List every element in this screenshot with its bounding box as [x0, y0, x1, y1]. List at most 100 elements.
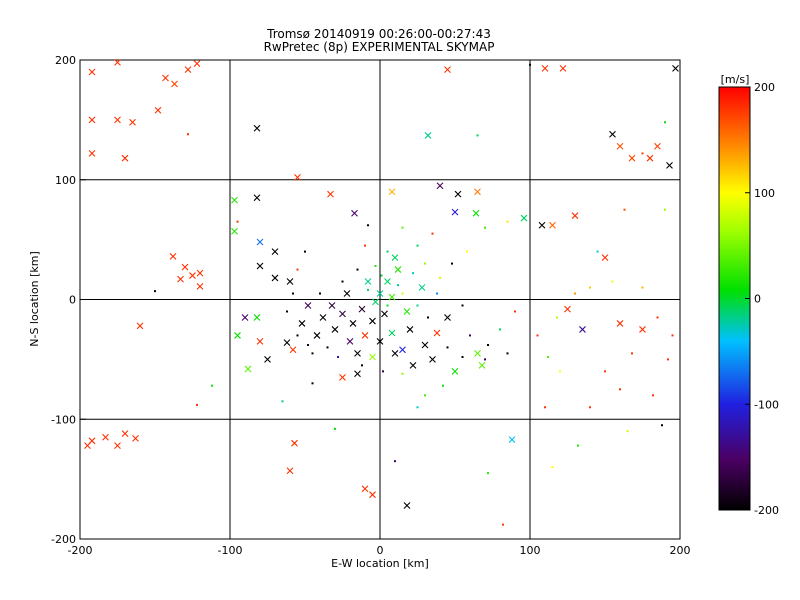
data-point-dot — [361, 364, 363, 367]
data-point-x-marker — [376, 290, 384, 297]
colorbar: [m/s] 200 100 0 -100 -200 — [718, 73, 779, 517]
data-point-x-marker — [474, 188, 481, 196]
data-point-dot — [397, 284, 399, 287]
data-point-dot — [589, 406, 591, 409]
data-point-x-marker — [294, 173, 301, 181]
data-point-x-marker — [304, 302, 312, 309]
data-point-x-marker — [177, 275, 184, 283]
data-point-x-marker — [394, 266, 402, 273]
data-point-x-marker — [654, 142, 661, 150]
colorbar-ticks: 200 100 0 -100 -200 — [745, 81, 779, 517]
data-point-dot — [671, 334, 674, 337]
data-point-x-marker — [381, 310, 388, 318]
data-point-x-marker — [162, 74, 169, 82]
data-point-dot — [577, 444, 579, 447]
data-point-dot — [484, 358, 486, 361]
data-point-x-marker — [358, 305, 366, 313]
data-point-dot — [401, 372, 404, 375]
x-tick-label: 100 — [520, 544, 541, 557]
data-point-x-marker — [283, 339, 291, 346]
data-point-x-marker — [579, 326, 586, 333]
data-point-dot — [424, 262, 426, 265]
data-point-dot — [502, 523, 504, 526]
data-point-x-marker — [184, 66, 192, 73]
data-point-x-marker — [646, 154, 654, 162]
data-point-dot — [304, 250, 306, 253]
data-point-dot — [529, 63, 531, 66]
data-point-dot — [236, 220, 239, 223]
data-point-dot — [356, 268, 359, 271]
x-tick-label: -100 — [218, 544, 243, 557]
data-point-x-marker — [171, 80, 178, 88]
data-point-x-marker — [121, 430, 129, 438]
data-point-dot — [631, 352, 633, 355]
data-point-x-marker — [136, 322, 144, 330]
data-point-x-marker — [343, 290, 351, 297]
data-point-x-marker — [339, 310, 346, 318]
colorbar-tick-label: 200 — [754, 81, 775, 94]
data-point-x-marker — [421, 341, 429, 349]
data-point-dot — [439, 276, 441, 279]
grid-lines — [80, 60, 680, 539]
data-point-x-marker — [418, 284, 426, 291]
data-point-x-marker — [538, 221, 546, 229]
data-point-x-marker — [424, 132, 432, 139]
data-point-x-marker — [388, 293, 396, 301]
data-point-dot — [427, 316, 429, 319]
data-point-dot — [394, 460, 396, 463]
data-point-x-marker — [244, 365, 252, 373]
colorbar-label: [m/s] — [721, 73, 750, 86]
colorbar-tick-label: 100 — [754, 187, 775, 200]
x-tick-label: 200 — [670, 544, 691, 557]
data-point-x-marker — [289, 346, 297, 354]
data-point-dot — [446, 346, 449, 349]
data-point-x-marker — [351, 209, 358, 217]
data-point-x-marker — [271, 274, 279, 282]
data-point-x-marker — [88, 68, 96, 76]
plot-area — [79, 59, 681, 540]
data-point-x-marker — [433, 329, 441, 337]
data-point-x-marker — [253, 314, 261, 321]
data-point-dot — [476, 134, 479, 137]
data-point-dot — [424, 394, 426, 397]
data-point-x-marker — [406, 326, 414, 333]
data-point-x-marker — [339, 373, 346, 381]
data-point-x-marker — [639, 326, 646, 333]
data-point-dot — [626, 430, 629, 433]
data-point-dot — [451, 262, 453, 265]
data-point-x-marker — [189, 272, 196, 279]
data-point-dot — [382, 370, 384, 373]
data-point-x-marker — [520, 214, 528, 222]
data-point-x-marker — [391, 254, 399, 261]
data-point-dot — [436, 292, 438, 295]
data-point-x-marker — [672, 64, 679, 72]
data-point-x-marker — [388, 329, 396, 337]
data-point-dot — [416, 244, 419, 247]
data-point-dot — [187, 133, 189, 136]
y-tick-label: -100 — [51, 413, 76, 426]
data-point-dot — [401, 292, 404, 295]
x-tick-label: 0 — [377, 544, 384, 557]
data-point-dot — [499, 328, 501, 331]
y-tick-label: 200 — [55, 54, 76, 67]
y-axis-label: N-S location [km] — [28, 251, 41, 347]
data-point-dot — [667, 358, 669, 361]
data-point-x-marker — [349, 320, 357, 327]
data-point-dot — [641, 152, 644, 155]
data-point-dot — [596, 250, 599, 253]
data-point-x-marker — [354, 370, 361, 378]
data-point-dot — [416, 406, 419, 409]
data-point-x-marker — [472, 209, 480, 217]
chart-title: Tromsø 20140919 00:26:00-00:27:43 — [266, 27, 491, 41]
data-point-dot — [656, 316, 659, 319]
data-point-x-marker — [451, 367, 459, 375]
data-point-dot — [619, 388, 621, 391]
data-point-dot — [307, 344, 309, 347]
data-point-dot — [664, 208, 666, 211]
data-point-dot — [292, 292, 294, 295]
data-point-x-marker — [169, 253, 177, 260]
data-point-x-marker — [354, 349, 361, 357]
data-point-dot — [334, 427, 336, 430]
data-point-x-marker — [231, 196, 238, 204]
data-point-dot — [487, 472, 489, 475]
